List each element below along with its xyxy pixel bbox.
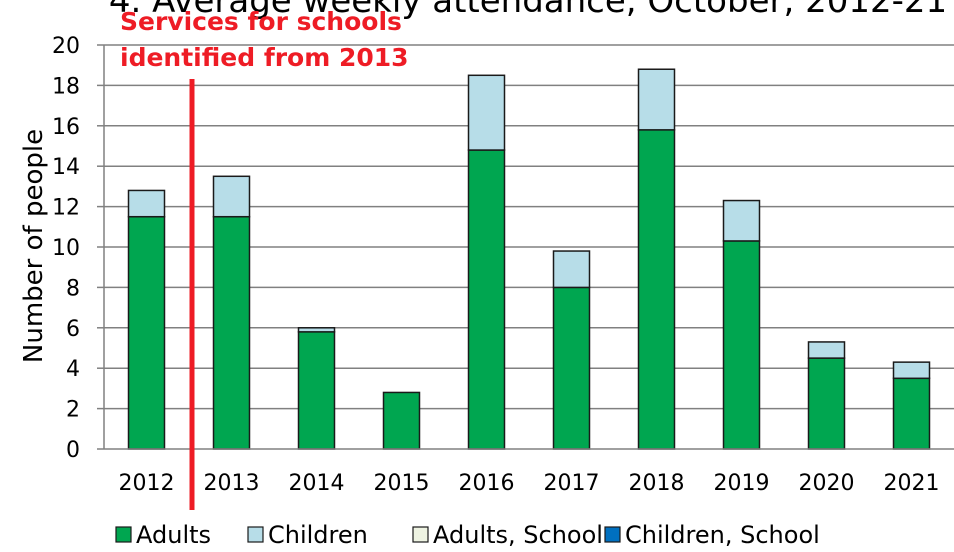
bar-children-2013 <box>212 175 251 218</box>
bars <box>127 68 931 450</box>
bar-adults-2019 <box>722 240 761 450</box>
bar-children-2016 <box>467 74 506 151</box>
x-tick-label: 2016 <box>459 471 515 496</box>
x-tick-label: 2019 <box>714 471 770 496</box>
bar-adults-2020 <box>807 357 846 450</box>
x-tick-label: 2015 <box>374 471 430 496</box>
legend-swatch <box>247 526 264 543</box>
chart-title: 4. Average weekly attendance, October, 2… <box>109 0 947 21</box>
legend-swatch <box>604 526 621 543</box>
axes <box>103 45 954 450</box>
annotation-line-2: identified from 2013 <box>120 43 409 72</box>
bar-children-2020 <box>807 341 846 359</box>
annotation-line-1: Services for schools <box>120 7 402 36</box>
legend-swatch <box>412 526 429 543</box>
y-tick-label: 18 <box>52 74 80 99</box>
bar-adults-2012 <box>127 215 166 450</box>
y-tick-label: 20 <box>52 34 80 59</box>
bar-adults-2018 <box>637 129 676 450</box>
bar-children-2014 <box>297 327 336 333</box>
bar-children-2019 <box>722 199 761 242</box>
bar-adults-2015 <box>382 391 421 450</box>
x-tick-label: 2017 <box>544 471 600 496</box>
y-tick-label: 12 <box>52 196 80 221</box>
bar-children-2018 <box>637 68 676 131</box>
legend-label: Adults, School <box>433 521 603 549</box>
y-tick-label: 14 <box>52 155 80 180</box>
bar-children-2017 <box>552 250 591 289</box>
bar-adults-2013 <box>212 215 251 450</box>
y-tick-label: 8 <box>66 276 80 301</box>
gridlines <box>104 44 954 410</box>
y-tick-label: 2 <box>66 398 80 423</box>
x-tick-label: 2014 <box>289 471 345 496</box>
bar-children-2021 <box>892 361 931 380</box>
legend-swatch <box>115 526 132 543</box>
x-tick-label: 2021 <box>884 471 940 496</box>
bar-children-2012 <box>127 189 166 218</box>
y-tick-label: 16 <box>52 115 80 140</box>
y-tick-label: 0 <box>66 438 80 463</box>
x-tick-label: 2020 <box>799 471 855 496</box>
x-axis-ticks: 2012 2013 2014 2015 2016 2017 2018 2019 2020 2021 <box>119 471 940 496</box>
bar-adults-2017 <box>552 286 591 450</box>
bar-adults-2021 <box>892 377 931 450</box>
x-tick-label: 2012 <box>119 471 175 496</box>
y-axis-label: Number of people <box>19 129 49 363</box>
legend-label: Children, School <box>625 521 820 549</box>
y-tick-label: 10 <box>52 236 80 261</box>
x-tick-label: 2018 <box>629 471 685 496</box>
y-axis-ticks: 0 2 4 6 8 10 12 14 16 18 20 <box>52 34 104 463</box>
bar-adults-2014 <box>297 331 336 450</box>
legend-label: Adults <box>136 521 211 549</box>
y-tick-label: 4 <box>66 357 80 382</box>
x-tick-label: 2013 <box>204 471 260 496</box>
legend-label: Children <box>268 521 368 549</box>
legend: Adults Children Adults, School Children, Sc… <box>115 521 820 549</box>
bar-adults-2016 <box>467 149 506 450</box>
y-tick-label: 6 <box>66 317 80 342</box>
